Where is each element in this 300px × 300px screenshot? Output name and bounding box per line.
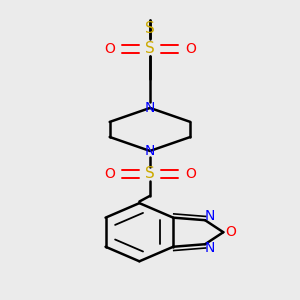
Text: N: N bbox=[205, 209, 215, 224]
Text: S: S bbox=[145, 21, 155, 36]
Text: S: S bbox=[145, 166, 155, 181]
Text: N: N bbox=[145, 144, 155, 158]
Text: N: N bbox=[205, 241, 215, 255]
Text: O: O bbox=[104, 167, 115, 181]
Text: O: O bbox=[226, 225, 236, 239]
Text: S: S bbox=[145, 41, 155, 56]
Text: O: O bbox=[185, 42, 196, 56]
Text: N: N bbox=[145, 101, 155, 115]
Text: O: O bbox=[185, 167, 196, 181]
Text: O: O bbox=[104, 42, 115, 56]
